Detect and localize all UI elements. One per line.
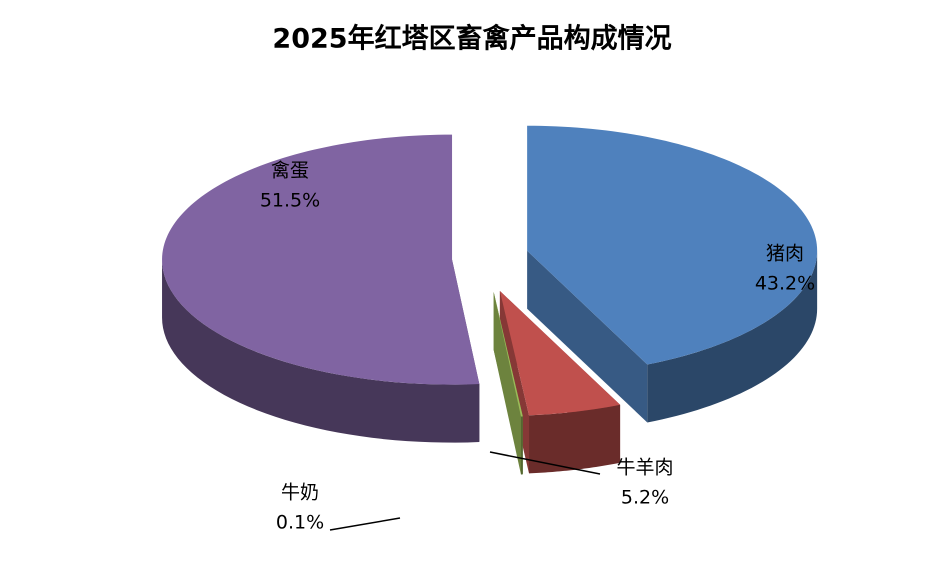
slice-rim	[529, 404, 621, 474]
slice-label: 猪肉	[766, 243, 804, 265]
slice-wall	[527, 250, 648, 423]
slice-value-label: 51.5%	[260, 190, 320, 212]
chart-title: 2025年红塔区畜禽产品构成情况	[272, 23, 671, 55]
leader-line	[329, 517, 401, 531]
slice-value-label: 0.1%	[276, 512, 324, 534]
slice-label: 禽蛋	[271, 160, 309, 182]
slice-rim	[647, 250, 818, 423]
slice-rim	[162, 259, 480, 443]
labels: 猪肉 43.2% 牛羊肉 5.2% 牛奶 0.1% 禽蛋 51.5%	[260, 160, 815, 534]
leader-line	[489, 451, 601, 475]
slice-rim	[520, 416, 523, 475]
slice	[527, 125, 818, 365]
slice	[493, 292, 523, 417]
slice-wall	[493, 292, 521, 475]
slice-label: 牛羊肉	[616, 457, 673, 479]
slice-label: 牛奶	[281, 482, 319, 504]
slice	[499, 291, 621, 416]
slice-value-label: 43.2%	[755, 273, 815, 295]
slice-value-label: 5.2%	[621, 487, 669, 509]
tops	[162, 125, 818, 417]
slice	[162, 134, 480, 385]
